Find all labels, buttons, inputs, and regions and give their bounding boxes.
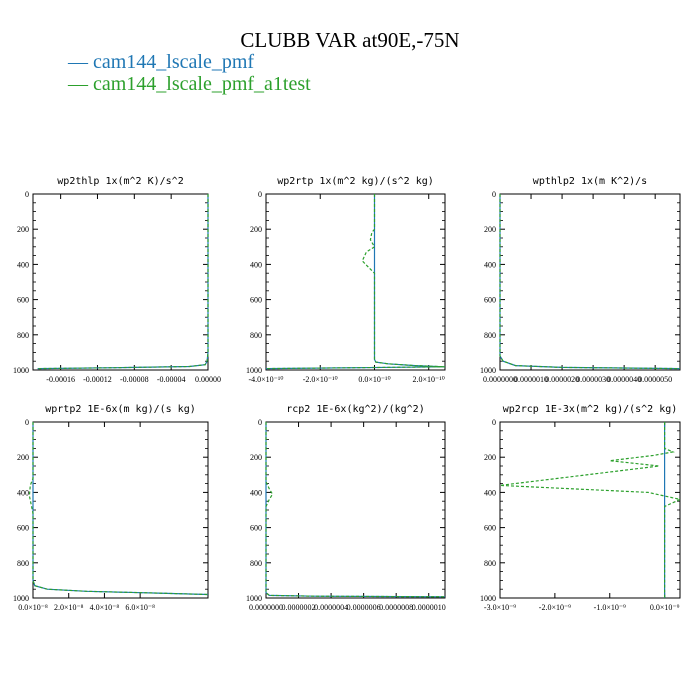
series-line-1 xyxy=(32,422,209,596)
chart-panel-3: wpthlp2 1x(m K^2)/s020040060080010000.00… xyxy=(480,176,681,384)
y-tick-label: 1000 xyxy=(480,594,496,603)
plot-frame xyxy=(265,421,446,599)
x-tick-label: -0.00004 xyxy=(157,375,186,384)
panel-title: wp2thlp 1x(m^2 K)/s^2 xyxy=(57,176,183,187)
chart-panel-1: wp2thlp 1x(m^2 K)/s^2 0 200 400 600 800 1000 -0… xyxy=(13,176,221,384)
y-tick-label: 200 xyxy=(250,453,262,462)
series-line-2 xyxy=(265,422,446,598)
y-tick-label: 1000 xyxy=(246,594,262,603)
x-tick-label: 6.0×10⁻⁸ xyxy=(125,603,155,612)
x-tick-label: 0.0×10⁻¹⁰ xyxy=(358,375,390,384)
y-tick-label: 600 xyxy=(17,524,29,533)
x-tick-label: 0.0000000 xyxy=(249,603,283,612)
y-tick-label: 600 xyxy=(484,296,496,305)
y-tick-label: 200 xyxy=(17,453,29,462)
x-tick-label: -0.00016 xyxy=(46,375,75,384)
x-tick-label: 0.0×10⁻⁸ xyxy=(18,603,48,612)
y-tick-label: 0 xyxy=(25,418,29,427)
panel-title: rcp2 1E-6x(kg^2)/(kg^2) xyxy=(286,404,424,415)
y-tick-label: 400 xyxy=(17,488,29,497)
series-line-1 xyxy=(499,194,681,370)
series-line-2 xyxy=(37,194,209,370)
x-tick-label: 0.0000008 xyxy=(379,603,413,612)
y-tick-label: 1000 xyxy=(246,366,262,375)
y-tick-label: 800 xyxy=(250,559,262,568)
x-tick-label: 0.0000000 xyxy=(483,375,517,384)
x-tick-label: 0.0000030 xyxy=(576,375,610,384)
chart-panel-4: wprtp2 1E-6x(m kg)/(s kg) 0 200 400 600 800 10… xyxy=(13,404,209,612)
y-tick-label: 400 xyxy=(484,260,496,269)
y-tick-label: 0 xyxy=(492,418,496,427)
y-tick-label: 400 xyxy=(17,260,29,269)
series-line-1 xyxy=(265,194,446,370)
x-tick-label: -2.0×10⁻⁹ xyxy=(539,603,571,612)
y-tick-label: 800 xyxy=(484,559,496,568)
y-tick-label: 200 xyxy=(484,225,496,234)
x-tick-label: 0.0000020 xyxy=(545,375,579,384)
panel-title: wprtp2 1E-6x(m kg)/(s kg) xyxy=(45,404,196,415)
y-tick-label: 800 xyxy=(250,331,262,340)
y-tick-label: 800 xyxy=(484,331,496,340)
y-tick-label: 400 xyxy=(250,488,262,497)
x-tick-label: 2.0×10⁻¹⁰ xyxy=(413,375,445,384)
y-tick-label: 0 xyxy=(25,190,29,199)
chart-panel-5: rcp2 1E-6x(kg^2)/(kg^2) 0 200 400 600 800 1000… xyxy=(246,404,446,612)
x-tick-label: 0.0000006 xyxy=(347,603,381,612)
plot-frame xyxy=(499,421,681,599)
x-tick-label: 0.00000 xyxy=(195,375,221,384)
plot-frame xyxy=(499,193,681,371)
y-tick-label: 800 xyxy=(17,331,29,340)
y-tick-label: 400 xyxy=(484,488,496,497)
plot-frame xyxy=(32,421,209,599)
panel-title: wpthlp2 1x(m K^2)/s xyxy=(533,176,647,187)
y-tick-label: 200 xyxy=(250,225,262,234)
x-tick-label: -0.00012 xyxy=(83,375,112,384)
series-line-2 xyxy=(28,422,209,596)
legend-entry-series-1: — cam144_lscale_pmf xyxy=(68,51,255,73)
x-tick-label: -0.00008 xyxy=(120,375,149,384)
series-line-1 xyxy=(37,194,209,370)
series-line-1 xyxy=(265,422,446,598)
series-line-2 xyxy=(499,422,682,598)
series-line-2 xyxy=(499,194,681,370)
panel-title: wp2rtp 1x(m^2 kg)/(s^2 kg) xyxy=(277,176,434,187)
y-tick-label: 800 xyxy=(17,559,29,568)
x-tick-label: -1.0×10⁻⁹ xyxy=(594,603,626,612)
x-tick-label: -3.0×10⁻⁹ xyxy=(484,603,516,612)
series-line-2 xyxy=(265,194,446,370)
x-tick-label: 0.0000010 xyxy=(412,603,446,612)
x-tick-label: 2.0×10⁻⁸ xyxy=(54,603,84,612)
x-tick-label: 0.0×10⁻⁹ xyxy=(650,603,680,612)
y-tick-label: 400 xyxy=(250,260,262,269)
x-tick-label: 0.0000050 xyxy=(638,375,672,384)
plot-frame xyxy=(265,193,446,371)
y-tick-label: 1000 xyxy=(480,366,496,375)
y-tick-label: 600 xyxy=(17,296,29,305)
panel-title: wp2rcp 1E-3x(m^2 kg)/(s^2 kg) xyxy=(503,404,678,415)
y-tick-label: 0 xyxy=(258,190,262,199)
y-tick-label: 0 xyxy=(258,418,262,427)
plot-frame xyxy=(32,193,209,371)
x-tick-label: 0.0000010 xyxy=(514,375,548,384)
x-tick-label: 0.0000004 xyxy=(314,603,348,612)
y-tick-label: 1000 xyxy=(13,594,29,603)
chart-panel-2: wp2rtp 1x(m^2 kg)/(s^2 kg) 0 200 400 600 800 1… xyxy=(246,176,446,384)
x-tick-label: 0.0000040 xyxy=(607,375,641,384)
y-tick-label: 1000 xyxy=(13,366,29,375)
y-tick-label: 600 xyxy=(484,524,496,533)
y-tick-label: 200 xyxy=(484,453,496,462)
chart-panel-6: wp2rcp 1E-3x(m^2 kg)/(s^2 kg) 0 200 400 600 8… xyxy=(480,404,682,612)
y-tick-label: 0 xyxy=(492,190,496,199)
x-tick-label: -2.0×10⁻¹⁰ xyxy=(303,375,338,384)
y-tick-label: 600 xyxy=(250,296,262,305)
x-tick-label: -4.0×10⁻¹⁰ xyxy=(248,375,283,384)
legend-entry-series-2: — cam144_lscale_pmf_a1test xyxy=(68,73,311,95)
x-tick-label: 0.0000002 xyxy=(282,603,316,612)
page-title: CLUBB VAR at90E,-75N xyxy=(240,28,460,52)
x-tick-label: 4.0×10⁻⁸ xyxy=(90,603,120,612)
y-tick-label: 600 xyxy=(250,524,262,533)
y-tick-label: 200 xyxy=(17,225,29,234)
